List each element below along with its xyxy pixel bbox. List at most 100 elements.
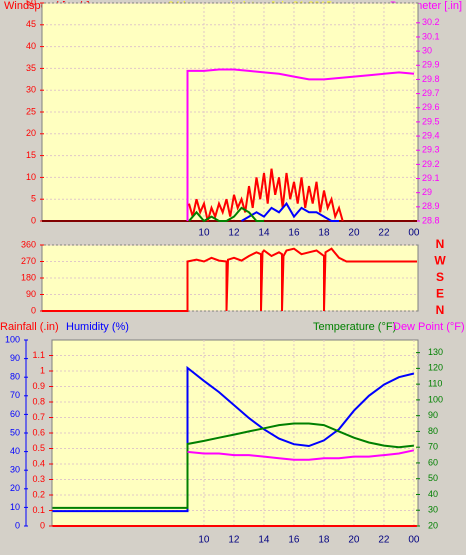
x-tick-label: 16 (288, 228, 300, 239)
x-tick-label: 18 (318, 228, 330, 239)
y3-tick-label: 20 (10, 483, 20, 493)
x-tick-label: 20 (348, 535, 360, 546)
y2-tick-label: 29.7 (422, 88, 440, 98)
y3-tick-label: 30 (10, 465, 20, 475)
y2-tick-label: 60 (428, 457, 438, 467)
y-tick-label: 10 (26, 172, 36, 182)
y2-tick-label: 29.4 (422, 130, 440, 140)
y2-tick-label: 29.2 (422, 159, 440, 169)
y3-tick-label: 70 (10, 390, 20, 400)
y-tick-label: 0 (31, 215, 36, 225)
y2-tick-label: 28.9 (422, 201, 440, 211)
y2-tick-label: 80 (428, 426, 438, 436)
series-line (187, 449, 415, 461)
direction-label: W (434, 254, 446, 268)
y-tick-label: 1 (40, 365, 45, 375)
y-tick-label: 0.8 (32, 396, 45, 406)
y-tick-label: 0 (40, 520, 45, 530)
x-tick-label: 12 (228, 228, 240, 239)
x-tick-label: 10 (198, 228, 210, 239)
legend-label: Temperature (°F) (313, 321, 396, 333)
series-line (188, 206, 264, 223)
y2-tick-label: 110 (428, 379, 442, 389)
series-line (52, 365, 415, 513)
y-tick-label: 25 (26, 106, 36, 116)
plot-area (51, 339, 419, 527)
y2-tick-label: 29.8 (422, 74, 440, 84)
x-tick-label: 10 (198, 535, 210, 546)
y3-tick-label: 0 (15, 520, 20, 530)
y-tick-label: 5 (31, 194, 36, 204)
y2-tick-label: 30.1 (422, 31, 440, 41)
y2-tick-label: 29 (422, 187, 432, 197)
y-tick-label: 0.5 (32, 443, 45, 453)
series-line (42, 247, 417, 312)
y3-tick-label: 100 (5, 334, 20, 344)
y3-tick-label: 60 (10, 409, 20, 419)
x-tick-label: 14 (258, 535, 270, 546)
series-line (52, 422, 415, 509)
x-tick-label: 20 (348, 228, 360, 239)
y-tick-label: 0.4 (32, 458, 45, 468)
y3-tick-label: 90 (10, 353, 20, 363)
y-tick-label: 270 (21, 256, 36, 266)
y3-tick-label: 40 (10, 446, 20, 456)
x-tick-label: 00 (408, 228, 420, 239)
direction-label: N (436, 237, 445, 251)
x-tick-label: 22 (378, 228, 390, 239)
y-tick-label: 1.1 (32, 350, 45, 360)
barometer-axis-title: Barometer [.in] (390, 0, 462, 12)
y2-tick-label: 130 (428, 347, 443, 357)
series-line (186, 68, 415, 221)
y3-tick-label: 50 (10, 427, 20, 437)
legend-label: Rainfall (.in) (0, 321, 59, 333)
y2-tick-label: 29.6 (422, 102, 440, 112)
x-tick-label: 18 (318, 535, 330, 546)
x-tick-label: 12 (228, 535, 240, 546)
y2-tick-label: 29.1 (422, 173, 440, 183)
y3-tick-label: 80 (10, 372, 20, 382)
y-tick-label: 0.9 (32, 381, 45, 391)
y-tick-label: 30 (26, 85, 36, 95)
direction-label: S (436, 270, 444, 284)
y2-tick-label: 20 (428, 520, 438, 530)
y-tick-label: 0.7 (32, 412, 45, 422)
series-line (240, 201, 339, 222)
y2-tick-label: 29.5 (422, 116, 440, 126)
y-tick-label: 180 (21, 272, 36, 282)
x-tick-label: 16 (288, 535, 300, 546)
direction-label: E (436, 287, 444, 301)
y-tick-label: 0 (31, 305, 36, 315)
x-tick-label: 00 (408, 535, 420, 546)
y-tick-label: 45 (26, 19, 36, 29)
y2-tick-label: 100 (428, 394, 443, 404)
y2-tick-label: 50 (428, 473, 438, 483)
y2-tick-label: 40 (428, 489, 438, 499)
legend-label: Dew Point (°F) (393, 321, 465, 333)
y2-tick-label: 29.9 (422, 60, 440, 70)
y2-tick-label: 30 (422, 46, 432, 56)
y-tick-label: 0.6 (32, 427, 45, 437)
series-line (188, 168, 344, 222)
y-tick-label: 90 (26, 289, 36, 299)
y2-tick-label: 70 (428, 442, 438, 452)
y-tick-label: 0.2 (32, 489, 45, 499)
x-tick-label: 14 (258, 228, 270, 239)
y3-tick-label: 10 (10, 502, 20, 512)
y2-tick-label: 30.2 (422, 17, 440, 27)
y2-tick-label: 30 (428, 505, 438, 515)
y-tick-label: 0.3 (32, 474, 45, 484)
y-tick-label: 50 (26, 0, 36, 7)
y-tick-label: 15 (26, 150, 36, 160)
y2-tick-label: 29.3 (422, 145, 440, 155)
direction-label: N (436, 303, 445, 317)
x-tick-label: 22 (378, 535, 390, 546)
y-tick-label: 0.1 (32, 505, 45, 515)
y2-tick-label: 28.8 (422, 215, 440, 225)
y-tick-label: 360 (21, 239, 36, 249)
legend-label: Humidity (%) (66, 321, 129, 333)
y-tick-label: 35 (26, 63, 36, 73)
y-tick-label: 40 (26, 41, 36, 51)
y-tick-label: 20 (26, 128, 36, 138)
